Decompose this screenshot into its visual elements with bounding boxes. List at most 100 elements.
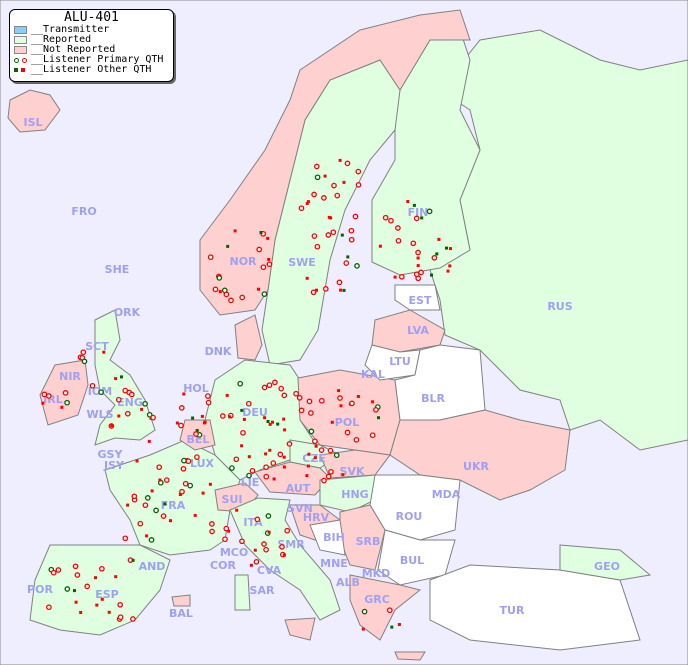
listener-primary-qth-marker (81, 358, 88, 365)
listener-primary-qth-marker (426, 208, 433, 215)
listener-other-qth-marker (227, 529, 231, 533)
country-label-hng: HNG (341, 488, 368, 501)
country-label-svn: SVN (287, 502, 313, 515)
region-hng (319, 474, 386, 513)
listener-other-qth-marker (377, 416, 380, 420)
region-grc (349, 574, 422, 641)
listener-primary-qth-marker (263, 473, 270, 480)
listener-primary-qth-marker (246, 472, 252, 479)
listener-primary-qth-marker (194, 454, 200, 460)
country-label-and: AND (139, 560, 166, 573)
listener-primary-qth-marker (249, 467, 256, 474)
listener-primary-qth-marker (41, 391, 48, 398)
listener-other-qth-marker (339, 288, 343, 292)
listener-other-qth-marker (120, 375, 123, 379)
listener-primary-qth-marker (344, 429, 351, 436)
listener-other-qth-marker (95, 603, 99, 607)
country-label-jsy: JSY (103, 459, 125, 472)
listener-other-qth-marker (253, 548, 257, 552)
listener-other-qth-marker (282, 417, 286, 421)
listener-primary-qth-marker (343, 260, 350, 266)
listener-primary-qth-marker (286, 441, 293, 447)
listener-other-qth-marker (282, 465, 286, 469)
listener-primary-qth-marker (279, 544, 285, 550)
listener-other-qth-marker (283, 428, 287, 432)
country-label-swe: SWE (288, 256, 316, 269)
listener-other-qth-marker (259, 231, 263, 234)
listener-other-qth-marker (145, 534, 149, 538)
listener-primary-qth-marker (318, 397, 325, 404)
legend-label: __Not Reported (31, 44, 116, 55)
listener-primary-qth-marker (318, 447, 325, 453)
listener-primary-qth-marker (277, 451, 284, 458)
listener-other-qth-marker (437, 237, 441, 241)
region-iberia (29, 544, 171, 636)
listener-primary-qth-marker (128, 391, 135, 398)
listener-primary-qth-marker (310, 289, 317, 296)
region-isl (7, 89, 61, 133)
listener-primary-qth-marker (349, 400, 355, 407)
listener-primary-qth-marker (263, 546, 269, 553)
listener-primary-qth-marker (80, 349, 87, 356)
country-label-bel: BEL (187, 433, 210, 446)
listener-other-qth-marker (306, 464, 310, 468)
listener-other-qth-marker (225, 393, 229, 397)
listener-other-qth-marker (282, 455, 286, 459)
listener-primary-qth-marker (46, 604, 52, 611)
country-label-hrv: HRV (303, 511, 330, 524)
listener-primary-qth-marker (64, 399, 70, 406)
listener-primary-qth-marker (306, 398, 313, 405)
listener-other-qth-marker (182, 392, 186, 396)
country-label-mda: MDA (432, 488, 461, 501)
legend-item-transmitter: __Transmitter (10, 25, 173, 35)
listener-primary-qth-marker (55, 567, 62, 573)
listener-primary-qth-marker (219, 413, 226, 419)
listener-other-qth-marker (305, 276, 309, 280)
region-est (394, 284, 441, 311)
listener-other-qth-marker (378, 244, 382, 248)
listener-primary-qth-marker (178, 422, 184, 429)
listener-other-qth-marker (242, 417, 246, 421)
region-geo (559, 544, 652, 581)
not-reported-swatch (14, 46, 27, 54)
listener-primary-qth-marker (122, 535, 129, 542)
listener-primary-qth-marker (237, 380, 244, 387)
listener-other-qth-marker (107, 610, 111, 614)
listener-primary-qth-marker (369, 432, 376, 439)
listener-primary-qth-marker (395, 237, 402, 244)
listener-primary-qth-marker (122, 387, 129, 394)
listener-other-qth-marker (117, 414, 121, 418)
listener-other-qth-marker (314, 444, 318, 448)
listener-other-qth-marker (74, 600, 78, 604)
listener-other-qth-marker (235, 508, 239, 512)
listener-other-qth-marker (337, 389, 341, 393)
listener-primary-qth-marker (266, 261, 273, 268)
listener-primary-qth-marker (156, 464, 163, 471)
listener-primary-qth-marker (312, 438, 318, 445)
listener-other-qth-marker (94, 576, 97, 580)
country-label-esp: ESP (95, 588, 119, 601)
listener-other-qth-marker (131, 558, 135, 562)
listener-other-qth-marker (126, 503, 130, 507)
listener-primary-qth-marker (253, 558, 260, 565)
region-bal (171, 594, 191, 607)
country-label-svk: SVK (340, 465, 365, 478)
country-label-pol: POL (335, 416, 359, 429)
listener-other-qth-marker (435, 252, 439, 256)
listener-other-qth-marker (342, 288, 346, 292)
listener-other-qth-marker (203, 420, 207, 424)
primary-qth-icon (14, 57, 28, 63)
country-label-geo: GEO (594, 560, 620, 573)
listener-other-qth-marker (271, 420, 274, 424)
listener-other-qth-marker (315, 288, 318, 292)
listener-other-qth-marker (150, 489, 154, 493)
listener-primary-qth-marker (354, 263, 360, 269)
listener-primary-qth-marker (180, 465, 187, 472)
listener-other-qth-marker (218, 290, 222, 294)
country-label-isl: ISL (23, 116, 42, 129)
country-label-lva: LVA (407, 324, 429, 337)
listener-primary-qth-marker (278, 385, 285, 392)
listener-primary-qth-marker (410, 240, 417, 247)
listener-primary-qth-marker (209, 528, 215, 535)
